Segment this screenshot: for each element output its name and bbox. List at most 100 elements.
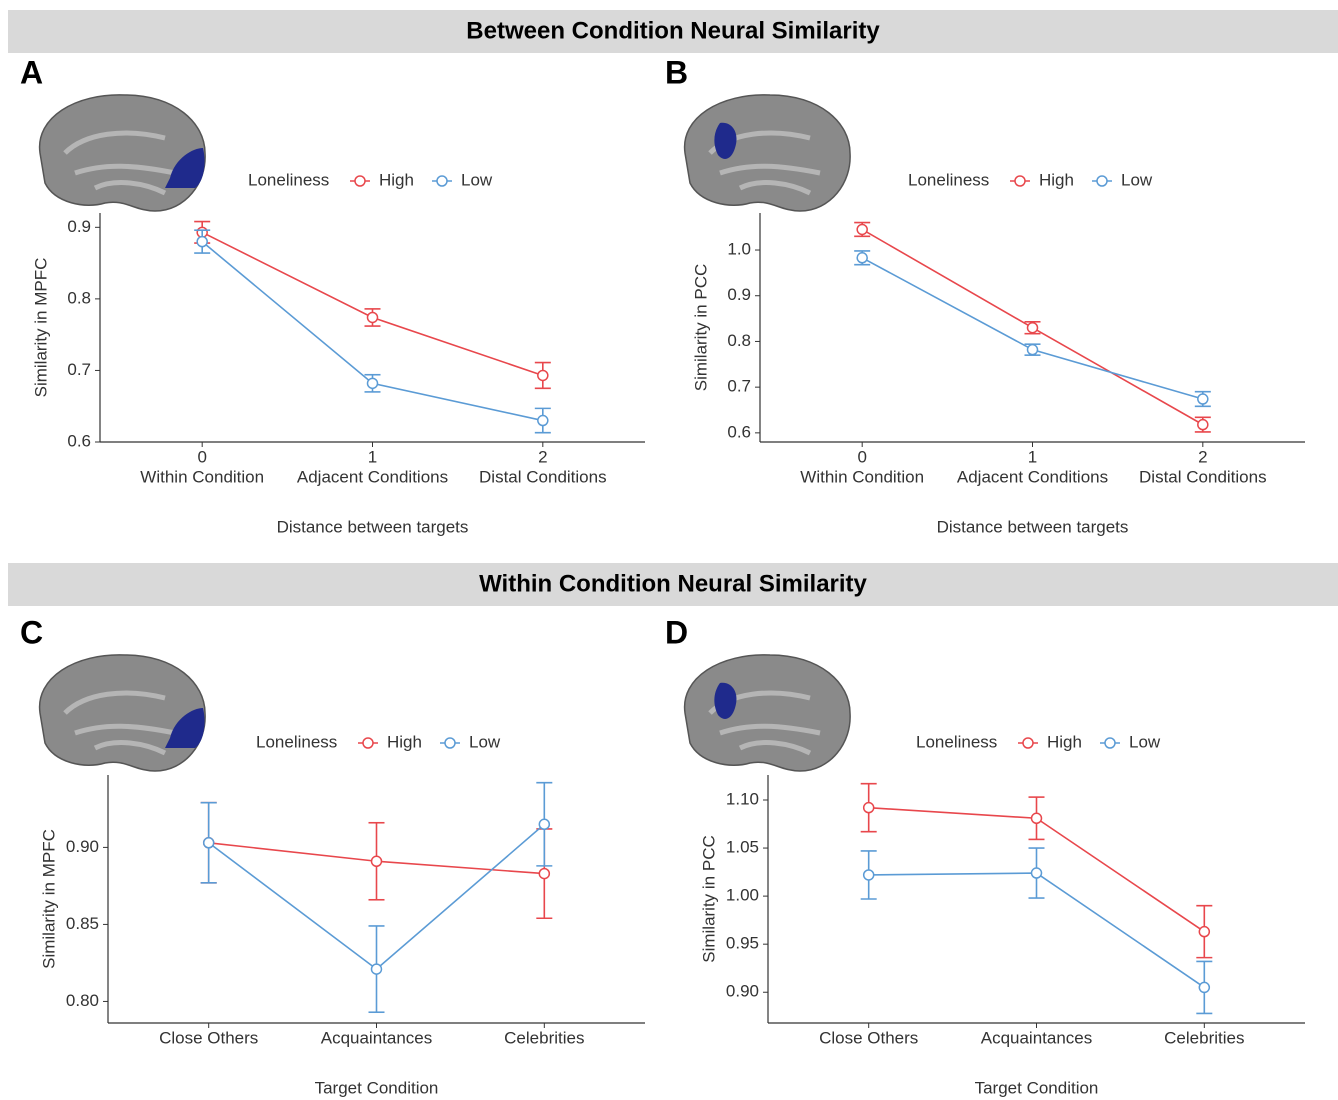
y-tick-label: 0.80	[66, 991, 99, 1010]
data-point	[202, 837, 215, 849]
brain-image	[38, 654, 206, 772]
data-point	[856, 223, 868, 236]
legend-marker	[362, 737, 374, 749]
section-title: Within Condition Neural Similarity	[479, 570, 867, 597]
y-tick-label: 0.90	[726, 982, 759, 1001]
y-axis-title: Similarity in PCC	[699, 835, 718, 963]
legend-title: Loneliness	[908, 170, 989, 189]
data-point	[370, 963, 383, 975]
legend-title: Loneliness	[256, 732, 337, 751]
y-tick-label: 0.9	[727, 285, 751, 304]
brain-shape	[38, 654, 206, 772]
legend-label: Low	[461, 170, 493, 189]
data-point	[538, 867, 551, 880]
y-axis-title: Similarity in MPFC	[39, 829, 58, 969]
panel-letter: D	[665, 614, 688, 650]
data-point	[1026, 343, 1039, 356]
y-tick-label: 0.8	[67, 288, 91, 307]
y-tick-label: 1.05	[726, 838, 759, 857]
section-bar	[8, 563, 1338, 606]
x-category-label: Within Condition	[140, 467, 264, 486]
x-category-label: Celebrities	[504, 1028, 584, 1047]
x-category-label: Acquaintances	[981, 1028, 1093, 1047]
y-tick-label: 0.6	[67, 431, 91, 450]
x-tick-label: 1	[368, 447, 377, 466]
data-point	[862, 869, 875, 881]
region	[714, 682, 737, 719]
brain-shape	[683, 654, 851, 772]
data-point	[1030, 867, 1043, 879]
legend-marker	[1014, 175, 1026, 187]
data-point	[1197, 418, 1209, 431]
panel-letter: C	[20, 614, 43, 650]
brain-image	[38, 94, 206, 212]
data-point	[366, 377, 379, 390]
x-category-label: Distal Conditions	[479, 467, 607, 486]
legend-title: Loneliness	[916, 732, 997, 751]
y-tick-label: 0.90	[66, 837, 99, 856]
x-tick-label: 1	[1028, 447, 1037, 466]
data-point	[862, 801, 875, 814]
data-point	[537, 414, 549, 427]
x-axis-title: Distance between targets	[277, 517, 469, 536]
data-point	[1198, 925, 1211, 938]
legend-label: High	[387, 732, 422, 751]
section-bar	[8, 10, 1338, 53]
y-tick-label: 0.85	[66, 914, 99, 933]
data-point	[1030, 812, 1043, 825]
legend-marker	[436, 175, 448, 187]
region	[165, 708, 205, 748]
legend-marker	[354, 175, 366, 187]
data-point	[537, 369, 549, 382]
x-category-label: Close Others	[159, 1028, 258, 1047]
legend-label: High	[1047, 732, 1082, 751]
brain-image	[683, 654, 851, 772]
legend-marker	[1022, 737, 1034, 749]
x-category-label: Adjacent Conditions	[957, 467, 1108, 486]
data-point	[856, 252, 868, 264]
series-line	[201, 231, 544, 377]
legend-label: Low	[1129, 732, 1161, 751]
x-axis-title: Distance between targets	[937, 517, 1129, 536]
y-axis-title: Similarity in PCC	[691, 264, 710, 392]
y-tick-label: 0.7	[67, 360, 91, 379]
data-point	[196, 235, 208, 248]
legend-label: High	[1039, 170, 1074, 189]
x-axis-title: Target Condition	[315, 1078, 439, 1097]
legend-label: High	[379, 170, 414, 189]
data-point	[370, 855, 383, 868]
brain-shape	[683, 94, 851, 212]
x-tick-label: 2	[538, 447, 547, 466]
section-title: Between Condition Neural Similarity	[466, 17, 880, 44]
data-point	[1197, 393, 1209, 405]
legend-marker	[1104, 737, 1116, 749]
x-tick-label: 0	[197, 447, 206, 466]
data-point	[1198, 981, 1211, 994]
x-tick-label: 0	[857, 447, 866, 466]
panel-letter: B	[665, 54, 688, 90]
data-point	[366, 311, 379, 324]
y-tick-label: 0.8	[727, 331, 751, 350]
legend-title: Loneliness	[248, 170, 329, 189]
x-category-label: Adjacent Conditions	[297, 467, 448, 486]
legend-label: Low	[1121, 170, 1153, 189]
y-tick-label: 0.95	[726, 934, 759, 953]
panel-letter: A	[20, 54, 43, 90]
series-line	[201, 241, 543, 422]
y-tick-label: 0.7	[727, 377, 751, 396]
brain-fold	[63, 130, 176, 196]
y-axis-title: Similarity in MPFC	[31, 258, 50, 398]
brain-shape	[38, 94, 206, 212]
legend-marker	[444, 737, 456, 749]
y-tick-label: 1.00	[726, 886, 759, 905]
data-point	[538, 818, 551, 831]
legend-label: Low	[469, 732, 501, 751]
x-axis-title: Target Condition	[975, 1078, 1099, 1097]
brain-fold	[63, 690, 176, 756]
legend-marker	[1096, 175, 1108, 187]
x-category-label: Close Others	[819, 1028, 918, 1047]
y-tick-label: 0.9	[67, 217, 91, 236]
x-category-label: Celebrities	[1164, 1028, 1244, 1047]
x-category-label: Distal Conditions	[1139, 467, 1267, 486]
